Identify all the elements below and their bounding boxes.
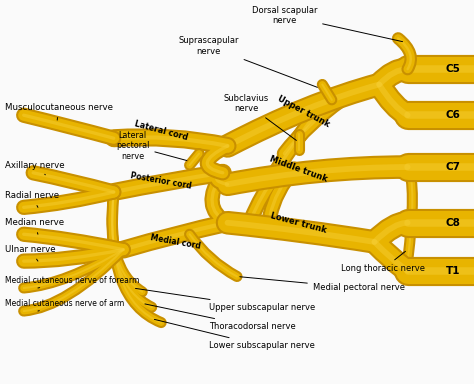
Text: Suprascapular
nerve: Suprascapular nerve [178,36,318,87]
Text: T1: T1 [446,266,460,276]
Text: Radial nerve: Radial nerve [5,191,59,207]
Text: Lower trunk: Lower trunk [270,211,328,235]
Text: Thoracodorsal nerve: Thoracodorsal nerve [145,304,295,331]
Text: C8: C8 [445,218,460,228]
Text: Upper trunk: Upper trunk [276,94,331,129]
Text: Musculocutaneous nerve: Musculocutaneous nerve [5,103,113,120]
Text: Lateral
pectoral
nerve: Lateral pectoral nerve [116,131,187,161]
Text: Axillary nerve: Axillary nerve [5,161,64,175]
Text: Medial cord: Medial cord [150,233,201,251]
Text: Upper subscapular nerve: Upper subscapular nerve [136,288,315,312]
Text: C6: C6 [445,110,460,120]
Text: Long thoracic nerve: Long thoracic nerve [341,251,425,273]
Text: Posterior cord: Posterior cord [130,170,192,190]
Text: Medial cutaneous nerve of forearm: Medial cutaneous nerve of forearm [5,276,139,288]
Text: Middle trunk: Middle trunk [268,154,329,184]
Text: Ulnar nerve: Ulnar nerve [5,245,55,261]
Text: Dorsal scapular
nerve: Dorsal scapular nerve [252,6,402,41]
Text: Lateral cord: Lateral cord [134,119,189,142]
Text: C7: C7 [445,162,460,172]
Text: Lower subscapular nerve: Lower subscapular nerve [155,319,314,350]
Text: Medial pectoral nerve: Medial pectoral nerve [240,277,405,293]
Text: Median nerve: Median nerve [5,218,64,234]
Text: Subclavius
nerve: Subclavius nerve [224,94,296,141]
Text: Medial cutaneous nerve of arm: Medial cutaneous nerve of arm [5,299,124,311]
Text: C5: C5 [445,64,460,74]
